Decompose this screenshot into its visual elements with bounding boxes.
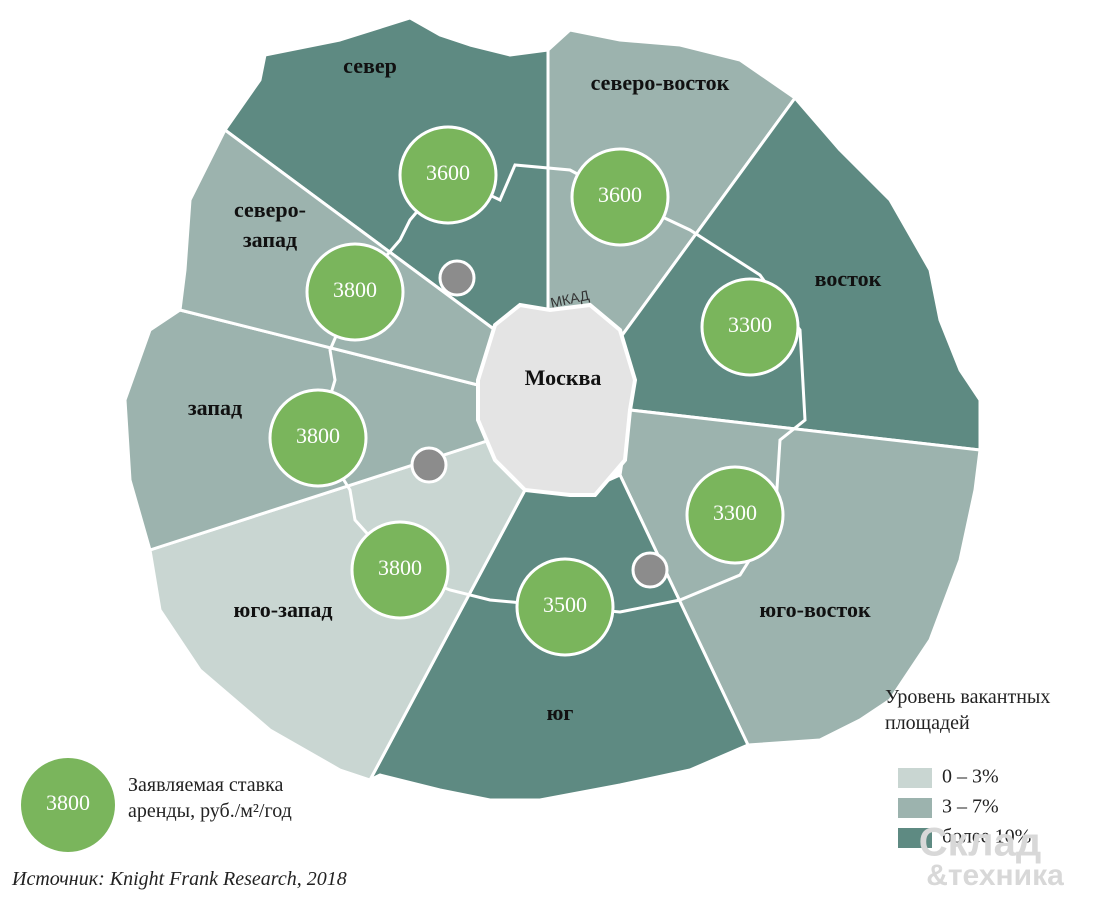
legend-sample-circle — [21, 758, 115, 852]
rate-circle — [305, 242, 405, 342]
level-swatch — [898, 768, 932, 788]
rate-label: 3600 — [598, 182, 642, 207]
rate-circle — [700, 277, 800, 377]
rate-circle — [350, 520, 450, 620]
region-name: север — [343, 53, 397, 78]
level-legend-title: Уровень вакантных площадей — [885, 686, 1051, 734]
rate-label: 3600 — [426, 160, 470, 185]
rate-circle — [685, 465, 785, 565]
rate-legend-text: Заявляемая ставка аренды, руб./м²/год — [128, 774, 292, 822]
level-label: 0 – 3% — [942, 766, 999, 788]
region-name: юго-запад — [234, 597, 333, 622]
level-label: более 10% — [942, 826, 1031, 848]
rate-circle — [570, 147, 670, 247]
rate-circle — [398, 125, 498, 225]
airport-icon — [410, 446, 448, 484]
region-name: восток — [815, 266, 882, 291]
rate-label: 3800 — [296, 423, 340, 448]
region-name: северо-запад — [234, 197, 306, 252]
watermark: Склад — [919, 821, 1041, 865]
region-name: юго-восток — [759, 597, 871, 622]
level-label: 3 – 7% — [942, 796, 999, 818]
rate-label: 3800 — [378, 555, 422, 580]
legend-sample: 3800 — [46, 790, 90, 815]
level-swatch — [898, 828, 932, 848]
moscow-area — [476, 302, 638, 497]
region-name: запад — [188, 395, 242, 420]
rate-label: 3500 — [543, 592, 587, 617]
city-label: Москва — [525, 365, 602, 390]
rate-circle — [268, 388, 368, 488]
airport-icon — [438, 259, 476, 297]
airport-icon — [631, 551, 669, 589]
source: Источник: Knight Frank Research, 2018 — [12, 868, 347, 890]
level-swatch — [898, 798, 932, 818]
watermark: &техника — [926, 859, 1064, 892]
rate-label: 3800 — [333, 277, 377, 302]
rate-circle — [515, 557, 615, 657]
region-name: юг — [547, 700, 574, 725]
rate-label: 3300 — [728, 312, 772, 337]
rate-label: 3300 — [713, 500, 757, 525]
region-name: северо-восток — [591, 70, 730, 95]
